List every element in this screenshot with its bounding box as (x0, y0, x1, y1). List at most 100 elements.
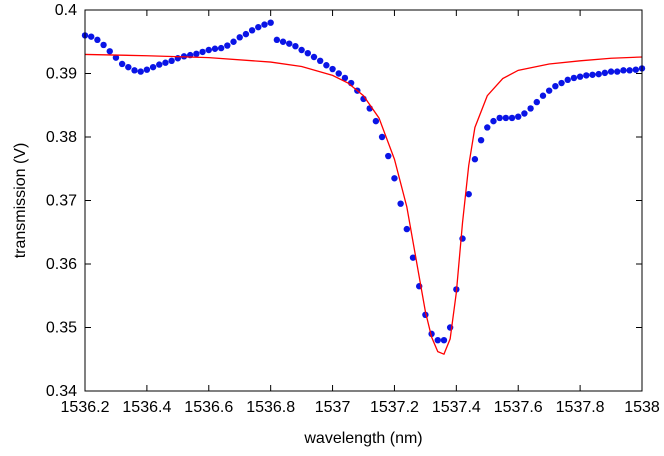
data-point (162, 59, 169, 66)
data-point (286, 40, 293, 47)
data-point (576, 73, 584, 80)
data-point (149, 63, 157, 71)
data-point (112, 54, 120, 61)
fit-line (84, 53, 643, 356)
data-point (601, 69, 609, 77)
data-point (168, 57, 175, 64)
data-point (106, 48, 113, 55)
y-tick-label: 0.35 (46, 320, 77, 337)
data-point (100, 41, 107, 49)
data-point (316, 57, 324, 64)
data-point (335, 70, 342, 77)
y-tick-label: 0.34 (46, 383, 77, 400)
data-point (341, 74, 349, 82)
data-point (465, 190, 472, 198)
x-tick-label: 1537.8 (556, 399, 605, 416)
x-tick-label: 1536.2 (61, 399, 110, 416)
data-point (279, 38, 287, 45)
data-point (211, 45, 219, 52)
data-point (273, 36, 281, 44)
data-point (137, 68, 144, 75)
y-tick-label: 0.37 (46, 193, 77, 210)
data-point (471, 156, 479, 163)
data-point (521, 110, 528, 117)
x-tick-label: 1536.4 (122, 399, 171, 416)
data-point (193, 50, 200, 58)
data-point (570, 74, 578, 82)
data-point (236, 34, 243, 41)
data-point (385, 152, 392, 160)
data-point (323, 62, 330, 69)
data-point (527, 105, 534, 112)
data-point (484, 124, 491, 131)
data-point (496, 114, 503, 122)
x-axis-title: wavelength (nm) (303, 430, 422, 447)
data-point (508, 114, 516, 122)
x-tick-label: 1537.4 (432, 399, 481, 416)
y-tick-label: 0.36 (46, 256, 77, 273)
data-point (199, 48, 206, 56)
data-point (224, 42, 231, 49)
data-point (440, 337, 448, 344)
y-axis-title: transmission (V) (12, 143, 29, 259)
data-point (248, 27, 256, 34)
data-point (87, 33, 95, 40)
data-point (261, 21, 268, 28)
data-point (310, 53, 318, 61)
data-point (242, 30, 250, 38)
data-point (607, 68, 615, 75)
data-point (533, 98, 540, 106)
data-point (329, 65, 336, 73)
ticks-layer: 1536.2 1536.4 1536.6 1536.8 1537 1537.2 1537.4… (46, 2, 660, 416)
data-point (614, 68, 621, 75)
data-point (558, 79, 565, 87)
data-point (255, 23, 262, 31)
data-point (125, 63, 132, 71)
y-tick-label: 0.4 (55, 2, 77, 19)
data-point (477, 136, 485, 144)
x-tick-label: 1538 (624, 399, 660, 416)
data-point (372, 117, 380, 125)
data-point (156, 61, 163, 68)
data-point (378, 133, 386, 141)
data-point (434, 337, 441, 344)
data-point (595, 70, 602, 78)
data-point (391, 175, 398, 182)
data-point (632, 66, 640, 73)
x-tick-label: 1537.6 (494, 399, 543, 416)
data-point (118, 60, 126, 68)
data-point (552, 83, 559, 90)
data-point (230, 38, 237, 45)
data-point (545, 87, 553, 94)
data-point (131, 67, 138, 74)
data-point (583, 72, 590, 79)
data-point (564, 76, 571, 84)
x-tick-label: 1537 (315, 399, 351, 416)
y-tick-label: 0.39 (46, 66, 77, 83)
x-tick-label: 1536.6 (184, 399, 233, 416)
data-point (620, 67, 627, 74)
x-tick-label: 1537.2 (370, 399, 419, 416)
data-point (304, 49, 311, 57)
plot-background (85, 10, 642, 391)
data-point (539, 92, 547, 99)
data-point (403, 225, 411, 233)
data-point (94, 36, 101, 44)
data-point (205, 46, 212, 54)
data-point (217, 44, 225, 52)
data-point (397, 200, 404, 207)
x-tick-label: 1536.8 (246, 399, 295, 416)
data-point (589, 71, 596, 78)
data-point (143, 66, 151, 73)
data-point (515, 113, 522, 120)
data-point (409, 254, 417, 261)
data-point (502, 114, 510, 122)
data-point (490, 117, 497, 125)
data-point (298, 46, 305, 54)
data-point (292, 43, 299, 50)
y-tick-label: 0.38 (46, 129, 77, 146)
data-point (267, 19, 274, 26)
data-layer (81, 19, 646, 344)
data-point (626, 67, 633, 74)
